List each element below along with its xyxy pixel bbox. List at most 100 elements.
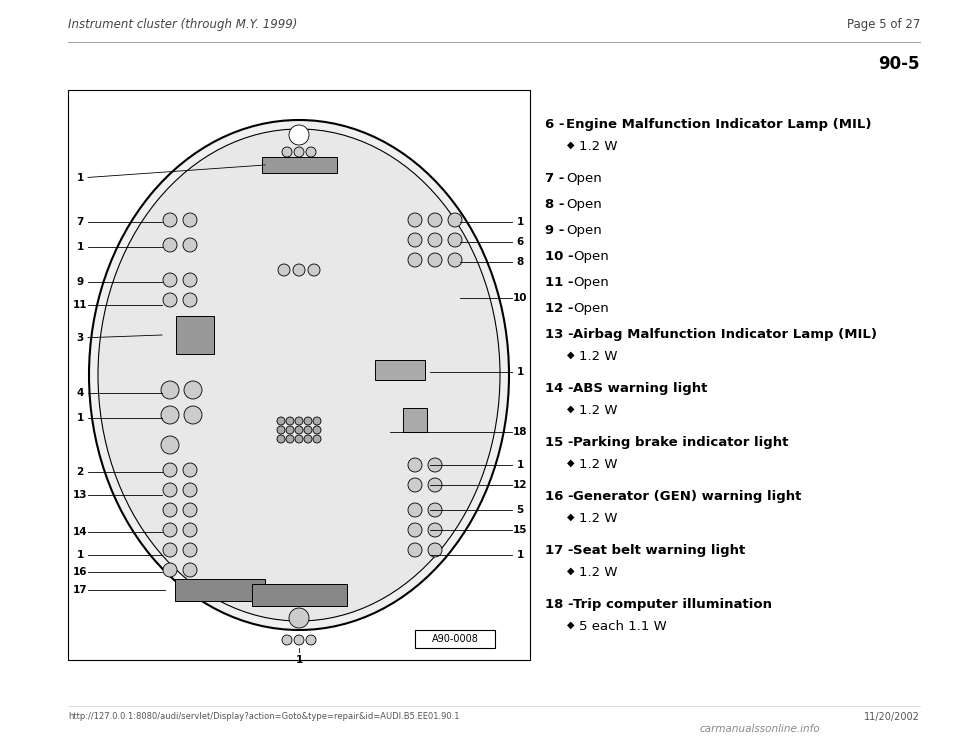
Text: 8: 8 — [516, 257, 523, 267]
Text: 1: 1 — [77, 413, 84, 423]
Circle shape — [183, 213, 197, 227]
Circle shape — [161, 406, 179, 424]
Circle shape — [278, 264, 290, 276]
Text: ◆: ◆ — [567, 140, 574, 150]
Text: 16 -: 16 - — [545, 490, 578, 503]
Text: 1.2 W: 1.2 W — [579, 140, 617, 153]
Text: Open: Open — [566, 198, 602, 211]
Circle shape — [163, 543, 177, 557]
Text: 16: 16 — [73, 567, 87, 577]
Circle shape — [304, 435, 312, 443]
Circle shape — [408, 458, 422, 472]
Circle shape — [282, 635, 292, 645]
Text: 17 -: 17 - — [545, 544, 578, 557]
Text: 11: 11 — [73, 300, 87, 310]
Text: 15 -: 15 - — [545, 436, 578, 449]
Circle shape — [163, 213, 177, 227]
Circle shape — [183, 273, 197, 287]
Text: 1: 1 — [77, 550, 84, 560]
Text: 9 -: 9 - — [545, 224, 569, 237]
Circle shape — [286, 426, 294, 434]
Text: 7 -: 7 - — [545, 172, 569, 185]
Circle shape — [428, 253, 442, 267]
Text: 13: 13 — [73, 490, 87, 500]
Text: 18: 18 — [513, 427, 527, 437]
Text: 13 -: 13 - — [545, 328, 578, 341]
Circle shape — [428, 523, 442, 537]
Text: 1: 1 — [516, 460, 523, 470]
Circle shape — [428, 233, 442, 247]
Text: 7: 7 — [76, 217, 84, 227]
Circle shape — [304, 417, 312, 425]
Circle shape — [163, 503, 177, 517]
Bar — [252, 584, 347, 606]
Text: 1: 1 — [77, 173, 84, 183]
Circle shape — [163, 293, 177, 307]
Text: Parking brake indicator light: Parking brake indicator light — [573, 436, 788, 449]
Text: 5 each 1.1 W: 5 each 1.1 W — [579, 620, 667, 633]
Circle shape — [448, 253, 462, 267]
Circle shape — [306, 147, 316, 157]
Text: ◆: ◆ — [567, 458, 574, 468]
Circle shape — [163, 238, 177, 252]
Circle shape — [163, 273, 177, 287]
Circle shape — [183, 238, 197, 252]
Text: Airbag Malfunction Indicator Lamp (MIL): Airbag Malfunction Indicator Lamp (MIL) — [573, 328, 877, 341]
Circle shape — [448, 213, 462, 227]
Text: 2: 2 — [77, 467, 84, 477]
Text: Instrument cluster (through M.Y. 1999): Instrument cluster (through M.Y. 1999) — [68, 18, 298, 31]
Text: 11/20/2002: 11/20/2002 — [864, 712, 920, 722]
Circle shape — [295, 417, 303, 425]
Bar — [176, 316, 214, 354]
Text: 1: 1 — [516, 217, 523, 227]
Text: 6 -: 6 - — [545, 118, 569, 131]
Ellipse shape — [89, 120, 509, 630]
Text: 10 -: 10 - — [545, 250, 578, 263]
Text: Open: Open — [573, 276, 609, 289]
Text: Open: Open — [573, 250, 609, 263]
Text: 14: 14 — [73, 527, 87, 537]
Circle shape — [304, 426, 312, 434]
Circle shape — [163, 483, 177, 497]
Circle shape — [313, 417, 321, 425]
Bar — [415, 630, 495, 648]
Text: 14 -: 14 - — [545, 382, 578, 395]
Text: 5: 5 — [516, 505, 523, 515]
Circle shape — [428, 543, 442, 557]
Circle shape — [184, 406, 202, 424]
Circle shape — [183, 523, 197, 537]
Circle shape — [277, 426, 285, 434]
Text: ◆: ◆ — [567, 350, 574, 360]
Text: ◆: ◆ — [567, 404, 574, 414]
Circle shape — [293, 264, 305, 276]
Circle shape — [295, 426, 303, 434]
Text: 18 -: 18 - — [545, 598, 578, 611]
Circle shape — [277, 435, 285, 443]
Circle shape — [408, 233, 422, 247]
Text: ◆: ◆ — [567, 566, 574, 576]
Text: Trip computer illumination: Trip computer illumination — [573, 598, 772, 611]
Text: Seat belt warning light: Seat belt warning light — [573, 544, 745, 557]
Bar — [68, 90, 530, 660]
Text: 12 -: 12 - — [545, 302, 578, 315]
Circle shape — [183, 563, 197, 577]
Circle shape — [295, 435, 303, 443]
Text: Engine Malfunction Indicator Lamp (MIL): Engine Malfunction Indicator Lamp (MIL) — [566, 118, 872, 131]
Circle shape — [408, 213, 422, 227]
Text: Page 5 of 27: Page 5 of 27 — [847, 18, 920, 31]
Circle shape — [313, 426, 321, 434]
Bar — [403, 408, 427, 432]
Text: 15: 15 — [513, 525, 527, 535]
Circle shape — [408, 253, 422, 267]
Text: 8 -: 8 - — [545, 198, 569, 211]
Text: 1: 1 — [77, 242, 84, 252]
Text: 90-5: 90-5 — [878, 55, 920, 73]
Circle shape — [184, 381, 202, 399]
Circle shape — [183, 463, 197, 477]
Text: 1.2 W: 1.2 W — [579, 350, 617, 363]
Text: 10: 10 — [513, 293, 527, 303]
Circle shape — [289, 125, 309, 145]
Circle shape — [294, 635, 304, 645]
Text: Open: Open — [573, 302, 609, 315]
Circle shape — [428, 213, 442, 227]
